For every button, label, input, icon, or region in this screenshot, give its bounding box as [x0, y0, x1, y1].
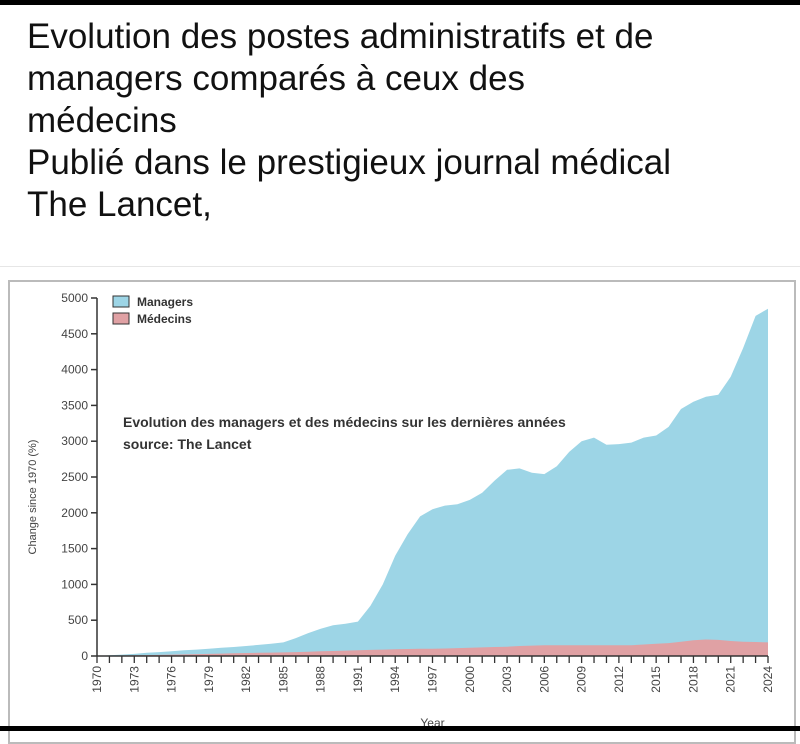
x-tick-label: 1997 — [426, 666, 440, 693]
x-tick-label: 2003 — [500, 666, 514, 693]
x-tick-label: 1985 — [276, 666, 290, 693]
top-border — [0, 0, 800, 5]
post-text: Evolution des postes administratifs et d… — [27, 16, 787, 226]
y-tick-label: 2000 — [61, 506, 88, 520]
y-tick-label: 1000 — [61, 577, 88, 591]
series-area-médecins — [97, 639, 768, 656]
legend-label: Médecins — [137, 312, 192, 326]
chart-annotation: source: The Lancet — [123, 436, 252, 452]
y-tick-label: 4000 — [61, 363, 88, 377]
post-line: managers comparés à ceux des — [27, 59, 526, 98]
x-tick-label: 1970 — [90, 666, 104, 693]
legend-label: Managers — [137, 295, 193, 309]
x-tick-label: 2006 — [537, 666, 551, 693]
post-line: The Lancet, — [27, 185, 212, 224]
x-tick-label: 2024 — [761, 666, 775, 693]
x-tick-label: 2009 — [575, 666, 589, 693]
x-tick-label: 2018 — [686, 666, 700, 693]
x-tick-label: 1976 — [165, 666, 179, 693]
x-tick-label: 1982 — [239, 666, 253, 693]
series-area-managers — [97, 308, 768, 656]
x-tick-label: 1991 — [351, 666, 365, 693]
y-tick-label: 500 — [68, 613, 88, 627]
legend-swatch — [112, 295, 130, 308]
post-line: médecins — [27, 101, 177, 140]
y-tick-label: 3500 — [61, 398, 88, 412]
post-line: Evolution des postes administratifs et d… — [27, 17, 654, 56]
y-tick-label: 4500 — [61, 327, 88, 341]
x-tick-label: 2015 — [649, 666, 663, 693]
y-tick-label: 0 — [81, 649, 88, 663]
x-tick-label: 2000 — [463, 666, 477, 693]
legend-swatch — [112, 312, 130, 325]
bottom-border — [0, 726, 800, 731]
x-tick-label: 2021 — [724, 666, 738, 693]
x-tick-label: 1979 — [202, 666, 216, 693]
x-tick-label: 1973 — [127, 666, 141, 693]
y-tick-label: 2500 — [61, 470, 88, 484]
x-tick-label: 2012 — [612, 666, 626, 693]
y-tick-label: 3000 — [61, 434, 88, 448]
y-axis-label: Change since 1970 (%) — [27, 440, 39, 555]
x-tick-label: 1988 — [314, 666, 328, 693]
y-tick-label: 1500 — [61, 542, 88, 556]
post-line: Publié dans le prestigieux journal médic… — [27, 143, 671, 182]
y-tick-label: 5000 — [61, 291, 88, 305]
x-tick-label: 1994 — [388, 666, 402, 693]
divider — [0, 266, 800, 267]
chart-annotation: Evolution des managers et des médecins s… — [123, 414, 566, 430]
